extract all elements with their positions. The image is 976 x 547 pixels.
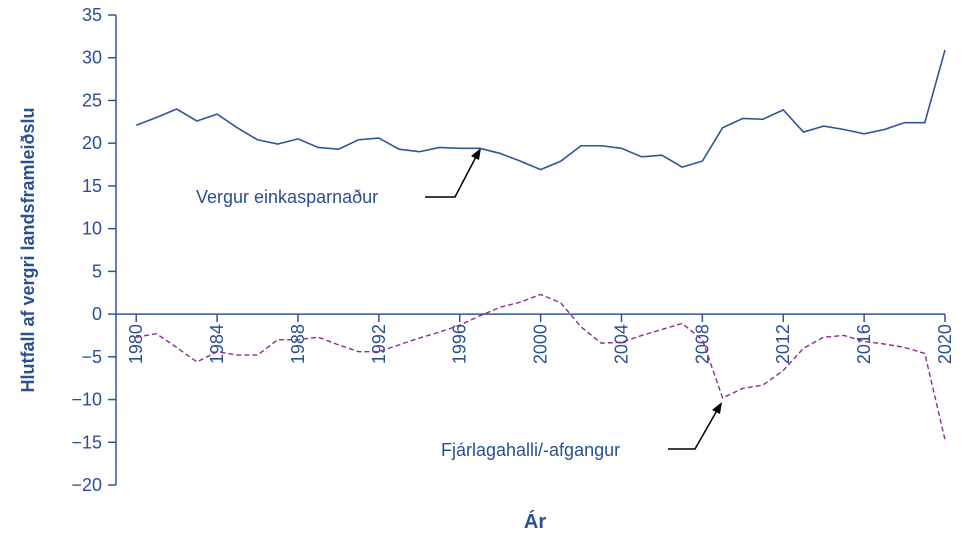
x-tick-label: 2016 [854, 324, 874, 364]
annotation-arrow [668, 406, 720, 450]
annotation-arrow [425, 152, 479, 198]
y-tick-label: 35 [82, 5, 102, 25]
x-tick-label: 2008 [692, 324, 712, 364]
y-tick-label: −15 [71, 432, 102, 452]
y-tick-label: −10 [71, 390, 102, 410]
y-tick-label: −20 [71, 475, 102, 495]
arrow-head [712, 402, 722, 414]
x-tick-label: 2020 [935, 324, 955, 364]
annotation: Fjárlagahalli/-afgangur [441, 440, 620, 460]
y-tick-label: −5 [81, 347, 102, 367]
y-tick-label: 10 [82, 219, 102, 239]
annotation: Vergur einkasparnaður [196, 187, 378, 207]
series-line [136, 293, 946, 440]
x-tick-label: 2004 [611, 324, 631, 364]
y-tick-label: 30 [82, 48, 102, 68]
series-line [135, 49, 946, 171]
x-tick-label: 1992 [369, 324, 389, 364]
x-tick-label: 1988 [288, 324, 308, 364]
y-axis-label: Hlutfall af vergri landsframleiðslu [18, 107, 38, 392]
y-tick-label: 20 [82, 133, 102, 153]
y-tick-label: 25 [82, 90, 102, 110]
x-axis-label: Ár [524, 510, 546, 533]
x-tick-label: 2012 [773, 324, 793, 364]
x-tick-label: 1980 [126, 324, 146, 364]
x-tick-label: 1996 [450, 324, 470, 364]
y-tick-label: 15 [82, 176, 102, 196]
arrow-head [471, 148, 481, 160]
y-tick-label: 5 [92, 261, 102, 281]
x-tick-label: 1984 [207, 324, 227, 364]
x-tick-label: 2000 [531, 324, 551, 364]
y-tick-label: 0 [92, 304, 102, 324]
